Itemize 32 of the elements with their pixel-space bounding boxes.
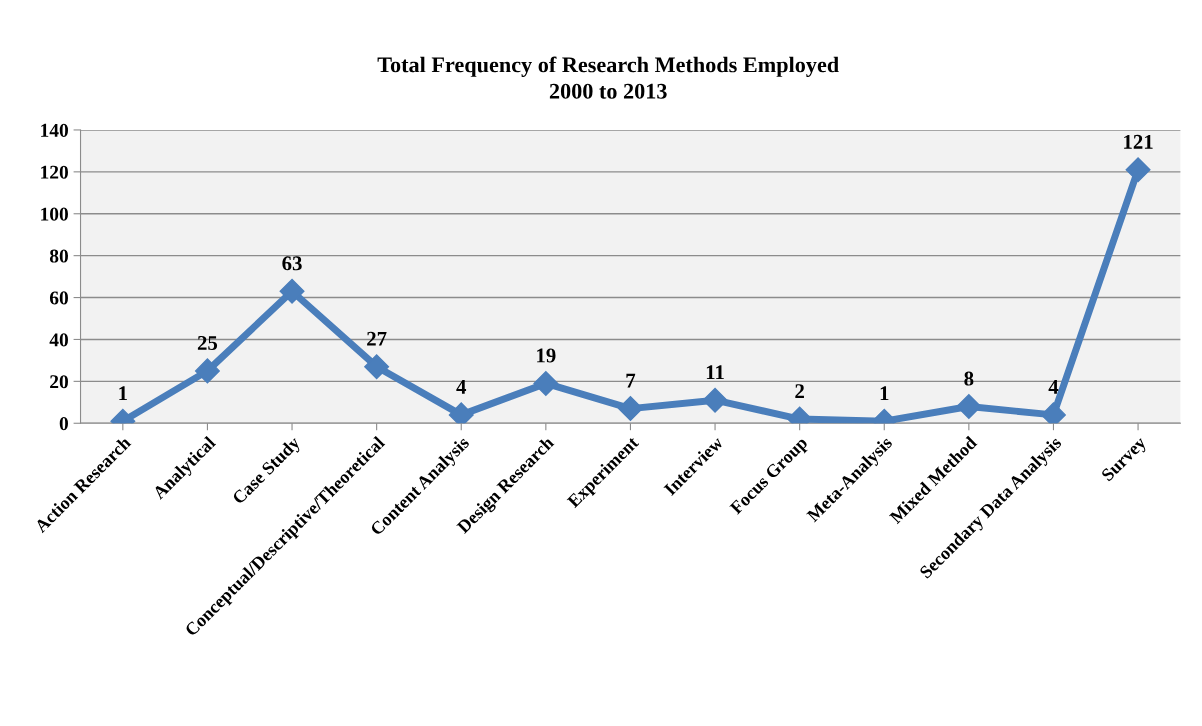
chart-title: Total Frequency of Research Methods Employed 2000 to 2013: [377, 56, 839, 99]
point: [617, 396, 643, 422]
point: [533, 370, 559, 396]
data-label: 2: [795, 384, 804, 398]
data-label: 8: [964, 371, 974, 386]
y-tick-label: 80: [49, 249, 68, 263]
point: [279, 278, 305, 304]
data-label: 7: [626, 373, 636, 388]
y-tick-label: 0: [59, 417, 68, 431]
data-label: 19: [537, 348, 556, 363]
data-label: 27: [367, 331, 387, 346]
point: [194, 358, 220, 384]
y-tick-label: 100: [41, 207, 68, 221]
data-label: 25: [197, 335, 218, 350]
point: [702, 387, 728, 413]
data-label: 4: [456, 380, 467, 394]
data-label: 63: [282, 256, 302, 271]
data-label: 11: [706, 365, 724, 380]
y-tick-label: 40: [49, 333, 68, 347]
y-tick-label: 120: [41, 165, 68, 179]
point: [1125, 157, 1151, 183]
data-label: 1: [119, 386, 127, 401]
y-tick-label: 60: [49, 291, 68, 305]
data-label: 121: [1124, 134, 1153, 149]
y-tick-label: 20: [50, 375, 68, 389]
point: [364, 354, 390, 380]
data-label: 4: [1048, 380, 1059, 394]
data-label: 1: [880, 386, 889, 401]
point: [1040, 402, 1066, 424]
point: [956, 394, 982, 419]
y-tick-label: 140: [41, 123, 68, 137]
point: [448, 402, 474, 424]
